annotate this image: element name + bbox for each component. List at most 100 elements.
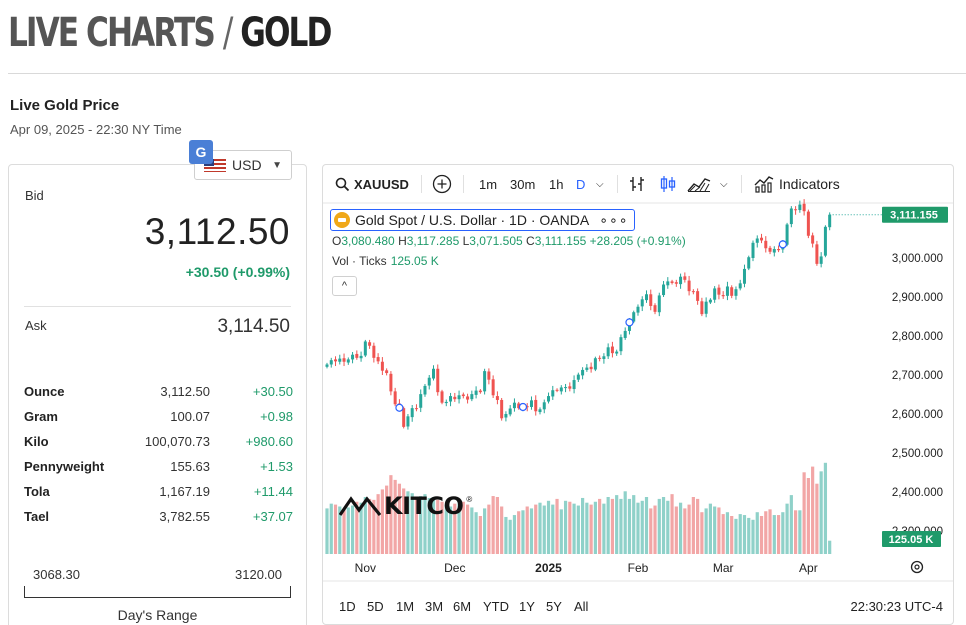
interval-1h[interactable]: 1h: [549, 176, 564, 192]
candle-body: [402, 408, 406, 427]
volume-bar: [781, 512, 785, 554]
unit-row-tael: Tael 3,782.55 +37.07: [24, 504, 293, 529]
candle-body: [393, 391, 397, 405]
price-axis-label: 2,900.000: [892, 292, 943, 304]
price-chart[interactable]: 3,000.000 2,900.000 2,800.000 2,700.000 2,60…: [323, 165, 954, 589]
translate-icon[interactable]: G: [189, 140, 213, 164]
volume-bar: [534, 504, 538, 554]
unit-row-kilo: Kilo 100,070.73 +980.60: [24, 429, 293, 454]
indicators-button[interactable]: Indicators: [754, 175, 840, 193]
interval-d[interactable]: D: [576, 176, 586, 192]
unit-change: +0.98: [260, 409, 293, 424]
candle-body: [606, 347, 610, 357]
volume-bar: [678, 502, 683, 554]
unit-change: +30.50: [252, 384, 293, 399]
candle-body: [351, 354, 355, 360]
bid-price: 3,112.50: [144, 211, 290, 252]
volume-bar: [823, 462, 828, 554]
ohlc-bars-icon: [630, 177, 644, 191]
candles-icon: [660, 176, 676, 192]
event-marker[interactable]: [778, 240, 787, 249]
interval-30m[interactable]: 30m: [510, 176, 536, 192]
time-axis-label: Dec: [444, 561, 465, 575]
volume-bar: [355, 501, 359, 554]
days-range-high: 3120.00: [235, 567, 282, 582]
candle-body: [687, 280, 691, 292]
range-6m[interactable]: 6M: [453, 599, 472, 614]
candle-style-button[interactable]: [659, 175, 677, 193]
volume-readout: Vol · Ticks 125.05 K: [332, 254, 439, 268]
price-axis-label: 2,400.000: [892, 487, 943, 499]
range-ytd[interactable]: YTD: [483, 599, 509, 614]
more-options-icon[interactable]: ∘∘∘: [599, 211, 629, 228]
currency-select[interactable]: USD ▼: [194, 150, 292, 180]
card-divider: [24, 306, 291, 307]
volume-bar: [657, 498, 661, 554]
volume-bar: [495, 497, 499, 554]
event-marker[interactable]: [518, 402, 528, 412]
chart-type-dropdown-icon[interactable]: ⌵: [720, 178, 728, 190]
interval-dropdown-icon[interactable]: ⌵: [596, 178, 604, 190]
event-marker[interactable]: [625, 318, 634, 327]
symbol-legend[interactable]: Gold Spot / U.S. Dollar · 1D · OANDA ∘∘∘: [330, 209, 636, 231]
last-price-badge-bg: [882, 206, 948, 223]
bar-style-button[interactable]: [628, 175, 646, 193]
volume-bar: [559, 509, 563, 554]
candle-body: [495, 396, 499, 400]
interval-1m[interactable]: 1m: [479, 176, 498, 192]
range-1d[interactable]: 1D: [339, 599, 356, 614]
last-volume-text: 125.05 K: [889, 534, 934, 546]
candle-body: [355, 353, 359, 358]
candle-body: [632, 312, 636, 322]
ohlc-readout: O3,080.480 H3,117.285 L3,071.505 C3,111.…: [332, 234, 686, 248]
candle-body: [508, 408, 512, 415]
search-icon: [335, 177, 350, 191]
price-card: Bid 3,112.50 +30.50 (+0.99%) Ask 3,114.5…: [8, 164, 307, 625]
volume-bar: [508, 519, 512, 554]
candle-body: [768, 247, 772, 252]
unit-name: Kilo: [24, 434, 49, 449]
volume-bar: [610, 498, 615, 554]
volume-bar: [794, 510, 798, 554]
price-axis: 3,000.000 2,900.000 2,800.000 2,700.000 2,60…: [892, 253, 943, 538]
symbol-search[interactable]: XAUUSD: [335, 175, 409, 193]
area-style-button[interactable]: [687, 175, 711, 193]
volume-bar: [653, 505, 657, 554]
volume-bar: [525, 506, 529, 554]
settings-icon[interactable]: [910, 560, 924, 574]
candle-body: [453, 396, 457, 400]
event-marker[interactable]: [395, 403, 404, 412]
kitco-registered-mark: ®: [466, 494, 473, 504]
volume-bar: [785, 503, 789, 554]
candle-body: [389, 373, 393, 392]
volume-bar: [555, 498, 559, 554]
volume-bar: [393, 479, 397, 554]
candle-body: [627, 322, 631, 331]
volume-bar: [363, 497, 367, 554]
add-symbol-icon: [432, 174, 452, 194]
range-1m[interactable]: 1M: [396, 599, 415, 614]
time-axis-label: Mar: [713, 561, 734, 575]
range-all[interactable]: All: [574, 599, 589, 614]
days-range-label: Day's Range: [117, 607, 198, 623]
range-5d[interactable]: 5D: [367, 599, 384, 614]
close-value: 3,111.155: [534, 234, 587, 248]
time-axis-label: Apr: [799, 561, 818, 575]
candle-body: [487, 371, 491, 380]
volume-bar: [704, 508, 708, 554]
compare-button[interactable]: [432, 174, 452, 194]
kitco-wordmark: KITCO: [384, 492, 464, 520]
candle-body: [823, 226, 827, 256]
range-5y[interactable]: 5Y: [546, 599, 562, 614]
candle-body: [559, 387, 563, 392]
volume-bar: [568, 501, 572, 554]
clock-display[interactable]: 22:30:23 UTC-4: [850, 599, 944, 614]
candle-body: [674, 282, 678, 284]
candle-body: [662, 284, 666, 296]
collapse-legend-button[interactable]: ^: [332, 276, 357, 296]
volume-bar: [644, 497, 649, 554]
range-3m[interactable]: 3M: [425, 599, 444, 614]
candle-body: [440, 391, 444, 403]
candle-body: [461, 394, 465, 397]
range-1y[interactable]: 1Y: [519, 599, 535, 614]
